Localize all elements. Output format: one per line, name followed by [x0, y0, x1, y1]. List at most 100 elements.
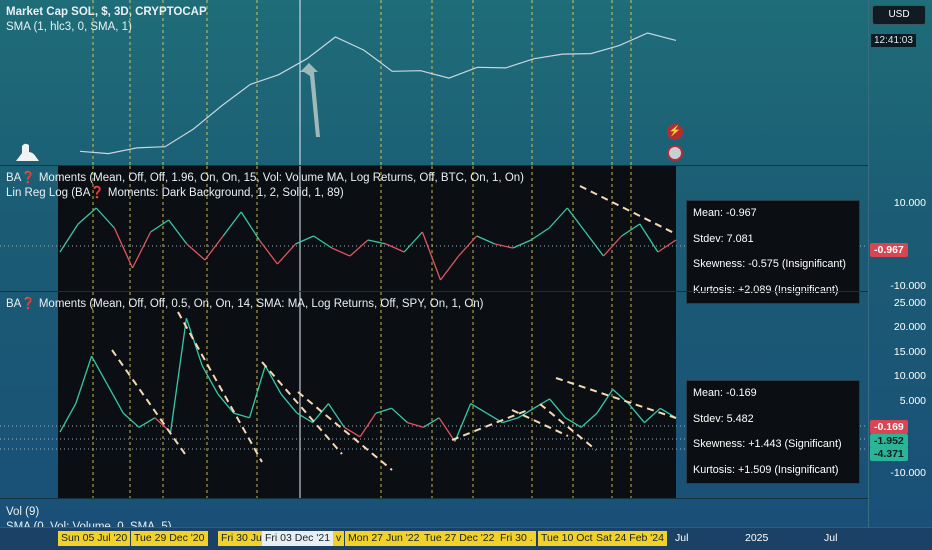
- date-label-12: Jul: [824, 532, 838, 544]
- series-segment: [186, 243, 206, 261]
- date-label-3: Fri 03 Dec '21: [262, 531, 334, 546]
- p3-tick-10: 10.000: [893, 370, 926, 382]
- pane2-legend: BA❓ Moments (Mean, Off, Off, 1.96, On, O…: [6, 171, 524, 201]
- sma-legend[interactable]: SMA (1, hlc3, 0, SMA, 1): [6, 21, 132, 33]
- series-segment: [407, 421, 424, 428]
- pane2-skewness: Skewness: -0.575 (Insignificant): [693, 258, 847, 270]
- series-segment: [458, 235, 478, 257]
- series-segment: [222, 211, 242, 237]
- series-segment: [168, 219, 188, 245]
- regression-line-7: [539, 403, 597, 451]
- regression-line-3: [297, 391, 393, 471]
- series-segment: [131, 231, 152, 269]
- series-segment: [438, 417, 456, 442]
- series-segment: [77, 207, 97, 225]
- series-segment: [185, 317, 203, 366]
- date-label-7: Fri 30 .: [497, 531, 536, 546]
- pane3-legend: BA❓ Moments (Mean, Off, Off, 0.5, On, On…: [6, 297, 484, 312]
- series-segment: [280, 393, 298, 414]
- series-segment: [75, 355, 93, 404]
- pane2-last-value: -0.967: [870, 243, 908, 257]
- series-segment: [565, 417, 582, 428]
- pane2-stats-table: Mean: -0.967 Stdev: 7.081 Skewness: -0.5…: [686, 200, 860, 304]
- pane3-kurtosis: Kurtosis: +1.509 (Insignificant): [693, 463, 839, 476]
- pane3-last-value: -0.169: [870, 420, 908, 434]
- series-segment: [204, 235, 224, 261]
- series-segment: [502, 417, 519, 424]
- symbol-title[interactable]: Market Cap SOL, $, 3D, CRYPTOCAP: [6, 6, 207, 18]
- series-segment: [258, 239, 278, 265]
- series-segment: [494, 243, 514, 249]
- date-label-0: Sun 05 Jul '20: [58, 531, 131, 546]
- series-segment: [106, 384, 124, 414]
- series-segment: [367, 239, 387, 245]
- date-label-9: Sat 24 Feb '24: [593, 531, 667, 546]
- moments-spy-legend[interactable]: BA❓ Moments (Mean, Off, Off, 0.5, On, On…: [6, 298, 484, 310]
- series-segment: [91, 355, 108, 385]
- series-segment: [584, 231, 605, 257]
- series-segment: [312, 403, 329, 424]
- series-segment: [150, 219, 170, 233]
- pane3-tag-2: -1.952: [870, 434, 908, 448]
- date-label-10: Jul: [675, 532, 689, 544]
- series-segment: [295, 235, 314, 245]
- tradingview-logo: [16, 143, 39, 161]
- series-segment: [385, 243, 405, 253]
- series-segment: [517, 407, 535, 419]
- series-segment: [138, 417, 156, 428]
- series-segment: [343, 426, 361, 438]
- pane3-stats-table: Mean: -0.169 Stdev: 5.482 Skewness: +1.4…: [686, 380, 860, 484]
- trend-arrow-annotation[interactable]: [300, 63, 320, 137]
- series-segment: [248, 365, 266, 418]
- date-label-6: Tue 27 Dec '22: [421, 531, 498, 546]
- p3-tick-25: 25.000: [893, 297, 926, 309]
- series-segment: [359, 412, 377, 438]
- pane2-kurtosis: Kurtosis: +2.089 (Insignificant): [693, 283, 839, 296]
- series-segment: [331, 247, 351, 257]
- series-segment: [454, 403, 472, 442]
- series-segment: [530, 227, 550, 241]
- series-segment: [113, 227, 134, 269]
- pane2-mean: Mean: -0.967: [693, 207, 757, 219]
- series-segment: [603, 235, 623, 257]
- p2-tick-10: 10.000: [893, 197, 926, 209]
- series-segment: [566, 207, 586, 233]
- p3-tick-neg10: -10.000: [890, 467, 926, 479]
- series-segment: [375, 407, 392, 414]
- price-axis[interactable]: 10.000 -10.000 25.000 20.000 15.000 10.0…: [868, 0, 932, 527]
- p3-tick-15: 15.000: [893, 346, 926, 358]
- series-segment: [391, 407, 408, 424]
- series-segment: [201, 365, 219, 395]
- series-segment: [59, 223, 79, 253]
- linreg-legend[interactable]: Lin Reg Log (BA❓ Moments: Dark Backgroun…: [6, 187, 344, 199]
- date-label-11: 2025: [745, 532, 769, 544]
- volume-legend[interactable]: Vol (9): [6, 506, 40, 518]
- date-label-2: Fri 30 Ju: [218, 531, 265, 546]
- regression-line-6: [555, 377, 677, 419]
- series-segment: [217, 393, 235, 414]
- series-segment: [422, 417, 440, 428]
- series-segment: [403, 231, 423, 253]
- series-segment: [596, 389, 614, 414]
- series-segment: [264, 365, 282, 395]
- series-segment: [327, 403, 345, 428]
- date-label-8: Tue 10 Oct: [538, 531, 596, 546]
- regression-line-2: [261, 361, 343, 455]
- currency-button[interactable]: USD: [872, 5, 926, 25]
- series-segment: [296, 412, 314, 424]
- flag-badge-icon[interactable]: [667, 145, 683, 161]
- series-segment: [476, 235, 496, 245]
- pane3-mean: Mean: -0.169: [693, 387, 757, 399]
- series-segment: [240, 211, 260, 241]
- alert-badge-icon[interactable]: ⚡: [667, 124, 683, 140]
- series-segment: [628, 403, 645, 424]
- bar-countdown: 12:41:03: [871, 34, 916, 47]
- regression-line-1: [177, 311, 263, 463]
- series-segment: [349, 239, 369, 257]
- p3-tick-20: 20.000: [893, 321, 926, 333]
- moments-btc-legend[interactable]: BA❓ Moments (Mean, Off, Off, 1.96, On, O…: [6, 172, 524, 184]
- regression-line-4: [451, 409, 529, 441]
- moments-pane-spy: [0, 292, 868, 498]
- pane3-stdev: Stdev: 5.482: [693, 412, 754, 425]
